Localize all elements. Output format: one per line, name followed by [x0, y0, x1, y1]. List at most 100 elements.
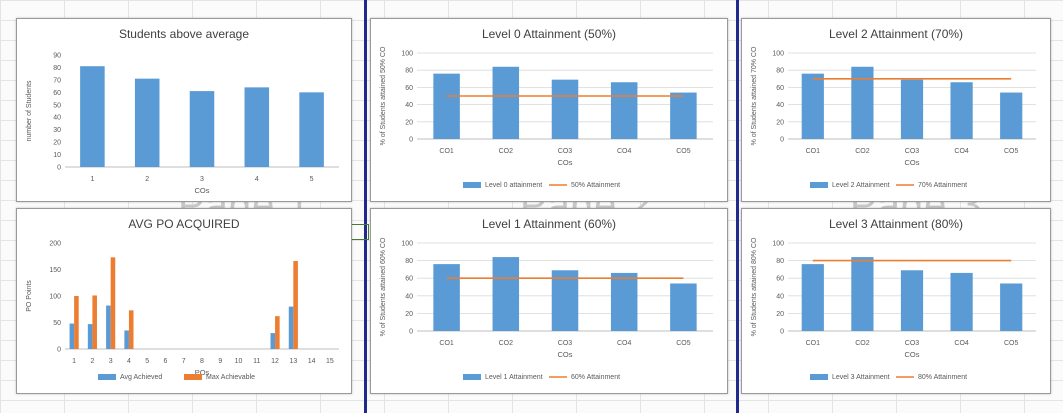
y-tick-label: 100 [772, 241, 784, 248]
x-tick-label: 1 [72, 358, 76, 365]
legend-label: Level 3 Attainment [832, 374, 890, 381]
chart-level-0-attainment[interactable]: Level 0 Attainment (50%) 0 20 40 60 80 100 CO1… [370, 18, 728, 202]
y-axis-title: % of Students attained 80% CO [751, 237, 758, 336]
y-tick-label: 70 [53, 77, 61, 84]
legend-swatch-bar [463, 182, 481, 188]
x-tick-label: CO2 [855, 148, 870, 155]
chart-students-above-average[interactable]: Students above average 0 10 20 30 40 50 60 70 80… [16, 18, 352, 202]
bar [801, 73, 824, 139]
legend-swatch-bar [184, 374, 202, 380]
y-tick-label: 20 [405, 311, 413, 318]
x-tick-label: CO4 [617, 340, 632, 347]
x-tick-label: CO1 [439, 340, 454, 347]
y-tick-label: 80 [53, 65, 61, 72]
y-tick-label: 80 [405, 258, 413, 265]
x-tick-label: 4 [127, 358, 131, 365]
x-tick-label: CO5 [676, 340, 691, 347]
bar [670, 283, 697, 331]
chart-title: Students above average [118, 27, 250, 41]
bar [900, 270, 924, 331]
x-tick-label: CO3 [558, 148, 573, 155]
legend-label: Level 1 Attainment [485, 374, 543, 381]
bar [950, 272, 973, 331]
y-tick-label: 150 [49, 267, 61, 274]
chart-canvas: 0 20 40 60 80 100 CO1 CO2 CO3 CO4 CO5 COs % of Stude… [751, 46, 1036, 189]
y-tick-label: 30 [53, 127, 61, 134]
y-tick-label: 80 [405, 68, 413, 75]
y-axis-title: % of Students attained 70% CO [751, 46, 758, 145]
bar [106, 305, 111, 349]
legend-label: Level 2 Attainment [832, 182, 890, 189]
y-tick-label: 90 [53, 53, 61, 60]
chart-title: Level 1 Attainment (60%) [481, 217, 617, 231]
x-tick-label: CO3 [558, 340, 573, 347]
chart-level-1-attainment[interactable]: Level 1 Attainment (60%) 0 20 40 60 80 100 CO1… [370, 208, 728, 394]
x-tick-label: 2 [145, 176, 149, 183]
x-axis-title: COs [558, 350, 573, 359]
bar [1000, 283, 1023, 331]
x-tick-label: CO3 [905, 340, 920, 347]
y-tick-label: 100 [772, 51, 784, 58]
bar [551, 270, 579, 331]
bar [433, 264, 460, 331]
y-tick-label: 0 [57, 347, 61, 354]
legend-label: 70% Attainment [918, 182, 967, 189]
x-axis-title: POs [195, 368, 210, 377]
page-break-line-1 [364, 0, 367, 413]
y-tick-label: 80 [776, 68, 784, 75]
chart-title: Level 3 Attainment (80%) [828, 217, 964, 231]
bar [244, 87, 270, 167]
y-tick-label: 20 [53, 140, 61, 147]
bar [551, 79, 579, 139]
x-tick-label: 3 [109, 358, 113, 365]
legend-swatch-bar [810, 182, 828, 188]
bar [128, 310, 134, 349]
bar [492, 66, 520, 139]
bar [80, 66, 105, 167]
bar [288, 306, 294, 349]
y-tick-label: 100 [401, 51, 413, 58]
y-tick-label: 40 [776, 102, 784, 109]
y-tick-label: 0 [409, 137, 413, 144]
y-tick-label: 40 [405, 102, 413, 109]
bar [950, 82, 973, 139]
y-tick-label: 40 [405, 293, 413, 300]
x-tick-label: 5 [310, 176, 314, 183]
y-tick-label: 10 [53, 152, 61, 159]
x-axis-title: COs [558, 158, 573, 167]
x-tick-label: 6 [164, 358, 168, 365]
x-tick-label: CO4 [954, 340, 969, 347]
connector-line [350, 224, 369, 240]
legend-swatch-bar [463, 374, 481, 380]
y-tick-label: 0 [780, 329, 784, 336]
x-tick-label: 12 [271, 358, 279, 365]
y-tick-label: 0 [409, 329, 413, 336]
chart-canvas: 0 20 40 60 80 100 CO1 CO2 CO3 CO4 CO5 COs % of Stude… [751, 237, 1036, 381]
x-tick-label: 10 [235, 358, 243, 365]
bar [134, 78, 160, 167]
y-tick-label: 20 [776, 311, 784, 318]
y-tick-label: 50 [53, 320, 61, 327]
y-tick-label: 60 [405, 276, 413, 283]
chart-level-2-attainment[interactable]: Level 2 Attainment (70%) 0 20 40 60 80 100 CO1… [741, 18, 1051, 202]
bar [189, 91, 215, 167]
legend-swatch-bar [98, 374, 116, 380]
x-tick-label: CO1 [806, 148, 821, 155]
y-tick-label: 80 [776, 258, 784, 265]
x-tick-label: 14 [308, 358, 316, 365]
x-tick-label: 11 [253, 358, 260, 365]
x-axis-title: COs [905, 158, 920, 167]
x-tick-label: 4 [255, 176, 259, 183]
x-tick-label: 1 [90, 176, 94, 183]
bar [1000, 92, 1023, 139]
x-tick-label: 5 [145, 358, 149, 365]
y-tick-label: 0 [780, 137, 784, 144]
chart-avg-po-acquired[interactable]: AVG PO ACQUIRED 0 50 100 150 200 1 2 3 4 5 6 7 8 9 10 1… [16, 208, 352, 394]
bar [492, 257, 520, 331]
bar [801, 264, 824, 331]
bar [670, 92, 697, 139]
chart-level-3-attainment[interactable]: Level 3 Attainment (80%) 0 20 40 60 80 100 CO1… [741, 208, 1051, 394]
y-tick-label: 100 [49, 294, 61, 301]
bar [610, 272, 638, 331]
bar [610, 82, 638, 139]
